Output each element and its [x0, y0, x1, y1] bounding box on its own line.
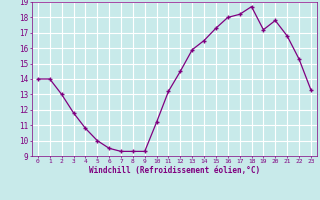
X-axis label: Windchill (Refroidissement éolien,°C): Windchill (Refroidissement éolien,°C)	[89, 166, 260, 175]
